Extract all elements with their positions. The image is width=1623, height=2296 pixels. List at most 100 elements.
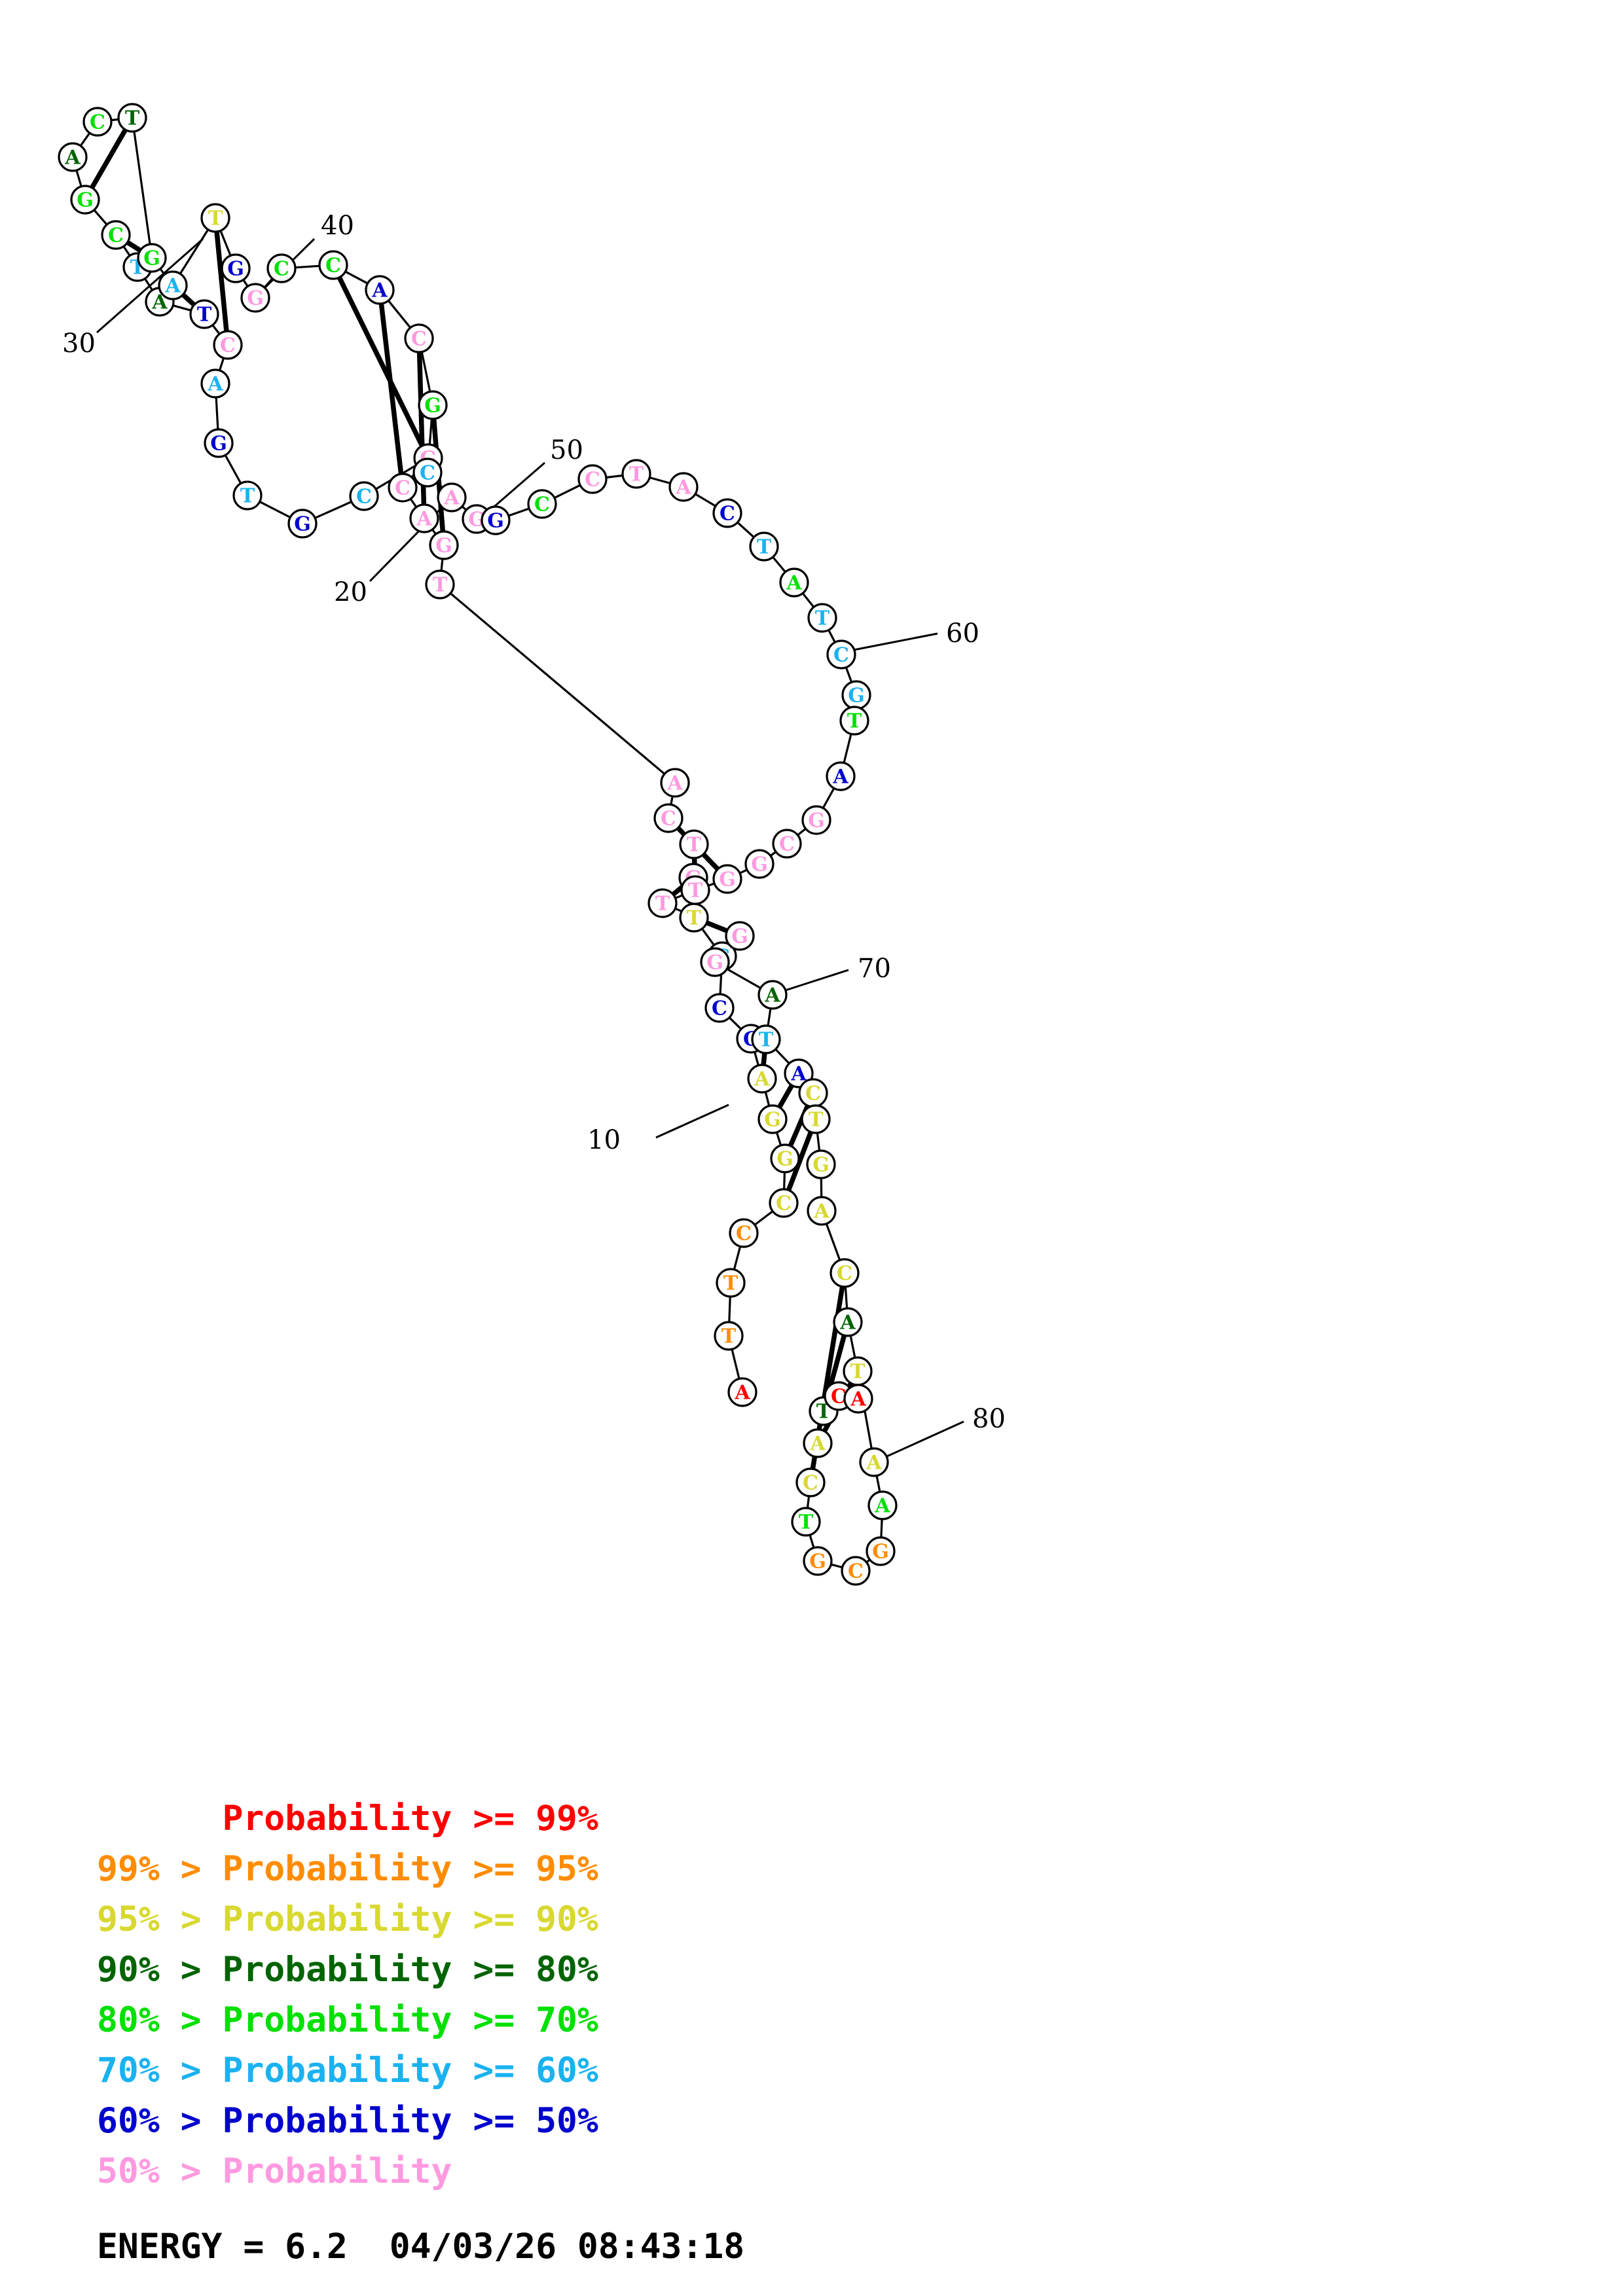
nucleotide-87-A[interactable]: A [803,1428,833,1458]
nucleotide-36-G[interactable]: G [137,243,167,273]
nucleotide-53-A[interactable]: A [668,472,699,502]
nucleotide-4-C[interactable]: C [729,1218,759,1248]
nucleotide-23-G[interactable]: G [287,509,318,539]
legend-row-99: Probability >= 99% [97,1799,598,1839]
nucleotide-26-A[interactable]: A [200,368,230,399]
nucleotide-20-C[interactable]: C [388,473,418,503]
nucleotide-51-C[interactable]: C [577,464,608,494]
nucleotide-circle [729,1218,759,1248]
backbone-link [242,278,249,288]
nucleotide-letter: C [661,808,676,831]
position-label-50: 50 [550,435,583,465]
nucleotide-84-G[interactable]: G [803,1546,833,1576]
nucleotide-12-T[interactable]: T [679,903,709,933]
nucleotide-74-T[interactable]: T [801,1104,831,1134]
nucleotide-46-C[interactable]: C [412,457,443,488]
nucleotide-31-C[interactable]: C [101,220,131,250]
nucleotide-71-T[interactable]: T [751,1024,781,1054]
backbone-link [605,474,624,479]
nucleotide-39-G[interactable]: G [221,253,251,283]
backbone-link [769,850,777,857]
nucleotide-45-G[interactable]: G [418,390,448,420]
nucleotide-16-A[interactable]: A [660,768,690,798]
nucleotide-72-A[interactable]: A [784,1058,814,1088]
nucleotide-32-G[interactable]: G [70,185,100,215]
nucleotide-1-A[interactable]: A [727,1377,757,1407]
nucleotide-circle [200,203,230,233]
nucleotide-85-T[interactable]: T [791,1507,821,1537]
nucleotide-68-G[interactable]: G [725,921,755,951]
nucleotide-38-T[interactable]: T [200,203,230,233]
nucleotide-circle [859,1447,889,1477]
nucleotide-27-C[interactable]: C [213,330,243,360]
nucleotide-37-A[interactable]: A [158,270,188,300]
nucleotide-34-C[interactable]: C [82,107,113,137]
backbone-link [79,132,91,147]
nucleotide-81-A[interactable]: A [867,1490,898,1520]
nucleotide-15-C[interactable]: C [653,803,684,833]
nucleotide-letter: G [487,510,504,533]
nucleotide-19-A[interactable]: A [409,503,439,533]
nucleotide-49-G[interactable]: G [481,505,511,535]
nucleotide-47-A[interactable]: A [437,482,467,512]
nucleotide-2-T[interactable]: T [714,1321,744,1351]
nucleotide-35-T[interactable]: T [117,103,147,133]
nucleotide-67-T[interactable]: T [647,888,678,918]
nucleotide-10-C[interactable]: C [704,993,735,1023]
nucleotide-3-T[interactable]: T [716,1268,746,1298]
nucleotide-22-C[interactable]: C [349,481,379,511]
nucleotide-55-T[interactable]: T [749,531,779,562]
nucleotide-28-T[interactable]: T [189,299,219,329]
backbone-link [816,1132,821,1152]
nucleotide-86-C[interactable]: C [795,1467,826,1498]
nucleotide-54-C[interactable]: C [712,498,742,528]
nucleotide-83-C[interactable]: C [841,1556,871,1586]
nucleotide-8-A[interactable]: A [747,1064,777,1094]
nucleotide-42-C[interactable]: C [318,250,348,280]
nucleotide-letter: G [808,810,825,833]
nucleotide-61-A[interactable]: A [826,761,856,791]
nucleotide-57-T[interactable]: T [807,603,837,633]
nucleotide-62-G[interactable]: G [801,805,831,835]
backbone-link [806,1495,811,1509]
nucleotide-77-C[interactable]: C [830,1258,860,1288]
nucleotide-56-A[interactable]: A [779,567,809,598]
nucleotide-17-T[interactable]: T [425,569,455,600]
backbone-link [822,787,835,810]
nucleotide-90-A[interactable]: A [843,1384,873,1414]
nucleotide-18-G[interactable]: G [429,530,459,560]
backbone-link [849,1334,856,1359]
nucleotide-58-C[interactable]: C [826,639,856,670]
nucleotide-66-T[interactable]: T [680,875,710,905]
nucleotide-43-A[interactable]: A [365,275,395,305]
nucleotide-25-G[interactable]: G [204,428,234,458]
nucleotide-letter: A [850,1388,866,1411]
nucleotide-69-G[interactable]: G [700,947,730,977]
nucleotide-50-C[interactable]: C [527,489,557,519]
nucleotide-letter: A [786,572,802,595]
nucleotide-6-G[interactable]: G [770,1143,800,1174]
nucleotide-75-G[interactable]: G [806,1149,836,1179]
nucleotide-59-G[interactable]: G [841,680,871,710]
nucleotide-60-T[interactable]: T [839,706,869,736]
nucleotide-14-T[interactable]: T [679,829,709,859]
nucleotide-79-T[interactable]: T [843,1356,873,1386]
nucleotide-7-G[interactable]: G [757,1104,788,1134]
nucleotide-24-T[interactable]: T [232,480,263,511]
nucleotide-82-G[interactable]: G [866,1536,896,1566]
nucleotide-letter: A [874,1495,890,1518]
nucleotide-70-A[interactable]: A [757,980,788,1010]
nucleotide-80-A[interactable]: A [859,1447,889,1477]
nucleotide-44-C[interactable]: C [404,323,434,353]
nucleotide-65-G[interactable]: G [712,864,742,894]
nucleotide-73-C[interactable]: C [798,1078,828,1108]
nucleotide-52-T[interactable]: T [621,459,651,489]
nucleotide-41-C[interactable]: C [266,253,297,283]
nucleotide-40-G[interactable]: G [240,283,270,313]
nucleotide-76-A[interactable]: A [807,1196,837,1226]
nucleotide-64-G[interactable]: G [744,849,775,879]
nucleotide-63-C[interactable]: C [772,829,802,859]
nucleotide-78-A[interactable]: A [833,1307,863,1337]
nucleotide-33-A[interactable]: A [58,142,88,172]
nucleotide-5-C[interactable]: C [769,1188,799,1218]
